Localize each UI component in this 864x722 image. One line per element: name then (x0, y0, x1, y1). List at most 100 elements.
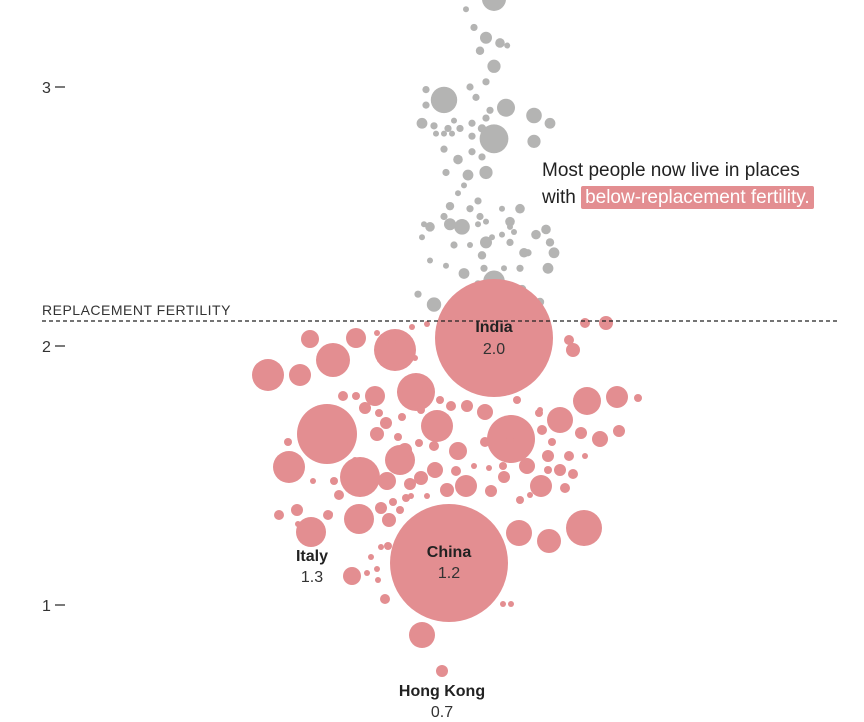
bubble-below-replacement-30 (301, 330, 319, 348)
bubble-below-replacement-70 (429, 441, 439, 451)
bubble-below-replacement-85 (486, 465, 492, 471)
bubble-above-replacement-52 (425, 222, 435, 232)
bubble-below-replacement-65 (334, 490, 344, 500)
bubble-layer (252, 0, 642, 677)
bubble-below-replacement-73 (389, 498, 397, 506)
bubble-below-replacement-111 (422, 385, 428, 391)
bubble-above-replacement-14 (497, 98, 515, 117)
bubble-above-replacement-48 (444, 218, 456, 231)
bubble-below-replacement-116 (327, 511, 333, 517)
bubble-below-replacement-79 (394, 433, 402, 441)
bubble-above-replacement-72 (443, 262, 449, 269)
bubble-above-replacement-46 (440, 212, 448, 221)
bubble-above-replacement-3 (480, 31, 492, 44)
bubble-below-replacement-7 (252, 359, 284, 391)
bubble-above-replacement-0 (482, 0, 506, 11)
bubble-below-replacement-108 (374, 330, 380, 336)
bubble-below-replacement-54 (564, 335, 574, 345)
bubble-above-replacement-26 (468, 132, 476, 140)
bubble-below-replacement-39 (375, 502, 387, 514)
bubble-below-replacement-6 (340, 457, 380, 497)
hong-kong-value-label: 0.7 (431, 704, 453, 721)
bubble-above-replacement-62 (480, 236, 492, 249)
bubble-below-replacement-42 (485, 485, 497, 497)
bubble-above-replacement-60 (419, 234, 425, 241)
bubble-below-replacement-103 (388, 338, 396, 346)
bubble-below-replacement-89 (374, 566, 380, 572)
bubble-above-replacement-1 (463, 6, 469, 13)
bubble-above-replacement-73 (501, 265, 507, 272)
bubble-below-replacement-44 (380, 417, 392, 429)
bubble-below-replacement-84 (471, 463, 477, 469)
bubble-above-replacement-59 (499, 231, 505, 238)
bubble-below-replacement-50 (380, 594, 390, 604)
bubble-below-replacement-104 (424, 321, 430, 327)
bubble-above-replacement-15 (486, 106, 494, 114)
bubble-above-replacement-24 (444, 124, 452, 133)
bubble-below-replacement-26 (477, 404, 493, 420)
bubble-below-replacement-59 (291, 504, 303, 516)
bubble-below-replacement-8 (316, 343, 350, 377)
bubble-below-replacement-88 (364, 570, 370, 576)
bubble-below-replacement-41 (498, 471, 510, 483)
hong-kong-name-label: Hong Kong (399, 683, 485, 700)
bubble-above-replacement-71 (427, 257, 433, 264)
bubble-below-replacement-52 (599, 316, 613, 330)
bubble-above-replacement-38 (479, 165, 493, 180)
bubble-above-replacement-27 (479, 124, 509, 154)
bubble-above-replacement-47 (476, 212, 484, 221)
bubble-below-replacement-45 (359, 402, 371, 414)
bubble-below-replacement-92 (378, 544, 384, 550)
bubble-above-replacement-6 (475, 46, 485, 55)
bubble-below-replacement-81 (542, 450, 554, 462)
bubble-below-replacement-35 (519, 458, 535, 474)
bubble-below-replacement-86 (499, 462, 507, 470)
bubble-above-replacement-9 (422, 85, 430, 94)
bubble-below-replacement-76 (480, 437, 490, 447)
italy-name-label: Italy (296, 548, 328, 565)
bubble-above-replacement-5 (504, 42, 511, 49)
bubble-above-replacement-28 (433, 130, 439, 137)
bubble-below-replacement-102 (535, 409, 543, 417)
bubble-above-replacement-56 (541, 224, 551, 235)
bubble-below-replacement-110 (513, 396, 521, 404)
bubble-below-replacement-83 (582, 453, 588, 459)
bubble-above-replacement-18 (451, 117, 457, 124)
bubble-above-replacement-69 (519, 247, 529, 258)
bubble-above-replacement-30 (449, 130, 455, 137)
bubble-below-replacement-48 (338, 391, 348, 401)
bubble-below-replacement-47 (554, 464, 566, 476)
bubble-below-replacement-68 (446, 401, 456, 411)
y-axis: 3 2 1 (42, 80, 65, 615)
y-tick-label-2: 2 (42, 339, 51, 356)
bubble-below-replacement-66 (461, 400, 473, 412)
bubble-below-replacement-106 (412, 355, 418, 361)
bubble-below-replacement-97 (508, 601, 514, 607)
bubble-below-replacement-2 (297, 404, 357, 464)
bubble-above-replacement-54 (507, 223, 513, 230)
bubble-below-replacement-18 (537, 529, 561, 553)
bubble-above-replacement-76 (542, 262, 554, 274)
bubble-below-replacement-101 (548, 438, 556, 446)
bubble-above-replacement-25 (456, 124, 464, 133)
india-value-label: 2.0 (483, 341, 505, 358)
bubble-above-replacement-37 (442, 168, 450, 177)
bubble-below-replacement-24 (378, 472, 396, 490)
bubble-below-replacement-13 (344, 504, 374, 534)
annotation-line-2: with below-replacement fertility. (542, 184, 852, 211)
bubble-above-replacement-42 (445, 201, 455, 211)
china-value-label: 1.2 (438, 565, 460, 582)
bubble-above-replacement-41 (474, 197, 482, 205)
italy-value-label: 1.3 (301, 569, 323, 586)
bubble-above-replacement-34 (440, 145, 448, 153)
bubble-below-replacement-93 (424, 493, 430, 499)
bubble-below-replacement-0 (435, 279, 553, 397)
bubble-below-replacement-112 (436, 396, 444, 404)
bubble-below-replacement-43 (370, 427, 384, 441)
annotation-highlight: below-replacement fertility. (581, 186, 814, 209)
bubble-above-replacement-63 (545, 238, 555, 247)
bubble-below-replacement-71 (451, 466, 461, 476)
bubble-below-replacement-22 (455, 475, 477, 497)
bubble-above-replacement-44 (466, 205, 474, 213)
